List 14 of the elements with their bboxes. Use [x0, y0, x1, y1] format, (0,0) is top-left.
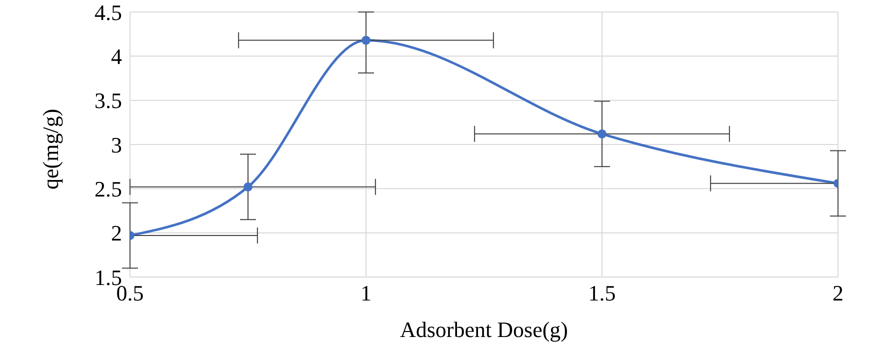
x-tick-label: 2	[832, 280, 844, 306]
x-tick-label: 1	[360, 280, 372, 306]
y-tick-label: 3.5	[94, 88, 122, 114]
y-tick-label: 3	[111, 132, 122, 158]
y-tick-label: 2.5	[94, 176, 122, 202]
point	[243, 182, 253, 192]
y-axis-title: qe(mg/g)	[38, 108, 63, 190]
y-tick-label: 4.5	[94, 0, 122, 25]
x-axis-title: Adsorbent Dose(g)	[400, 317, 568, 342]
point	[597, 129, 607, 138]
point	[361, 36, 371, 45]
x-tick-label: 1.5	[588, 280, 616, 306]
y-tick-label: 4	[111, 44, 122, 69]
y-tick-label: 2	[111, 220, 122, 246]
